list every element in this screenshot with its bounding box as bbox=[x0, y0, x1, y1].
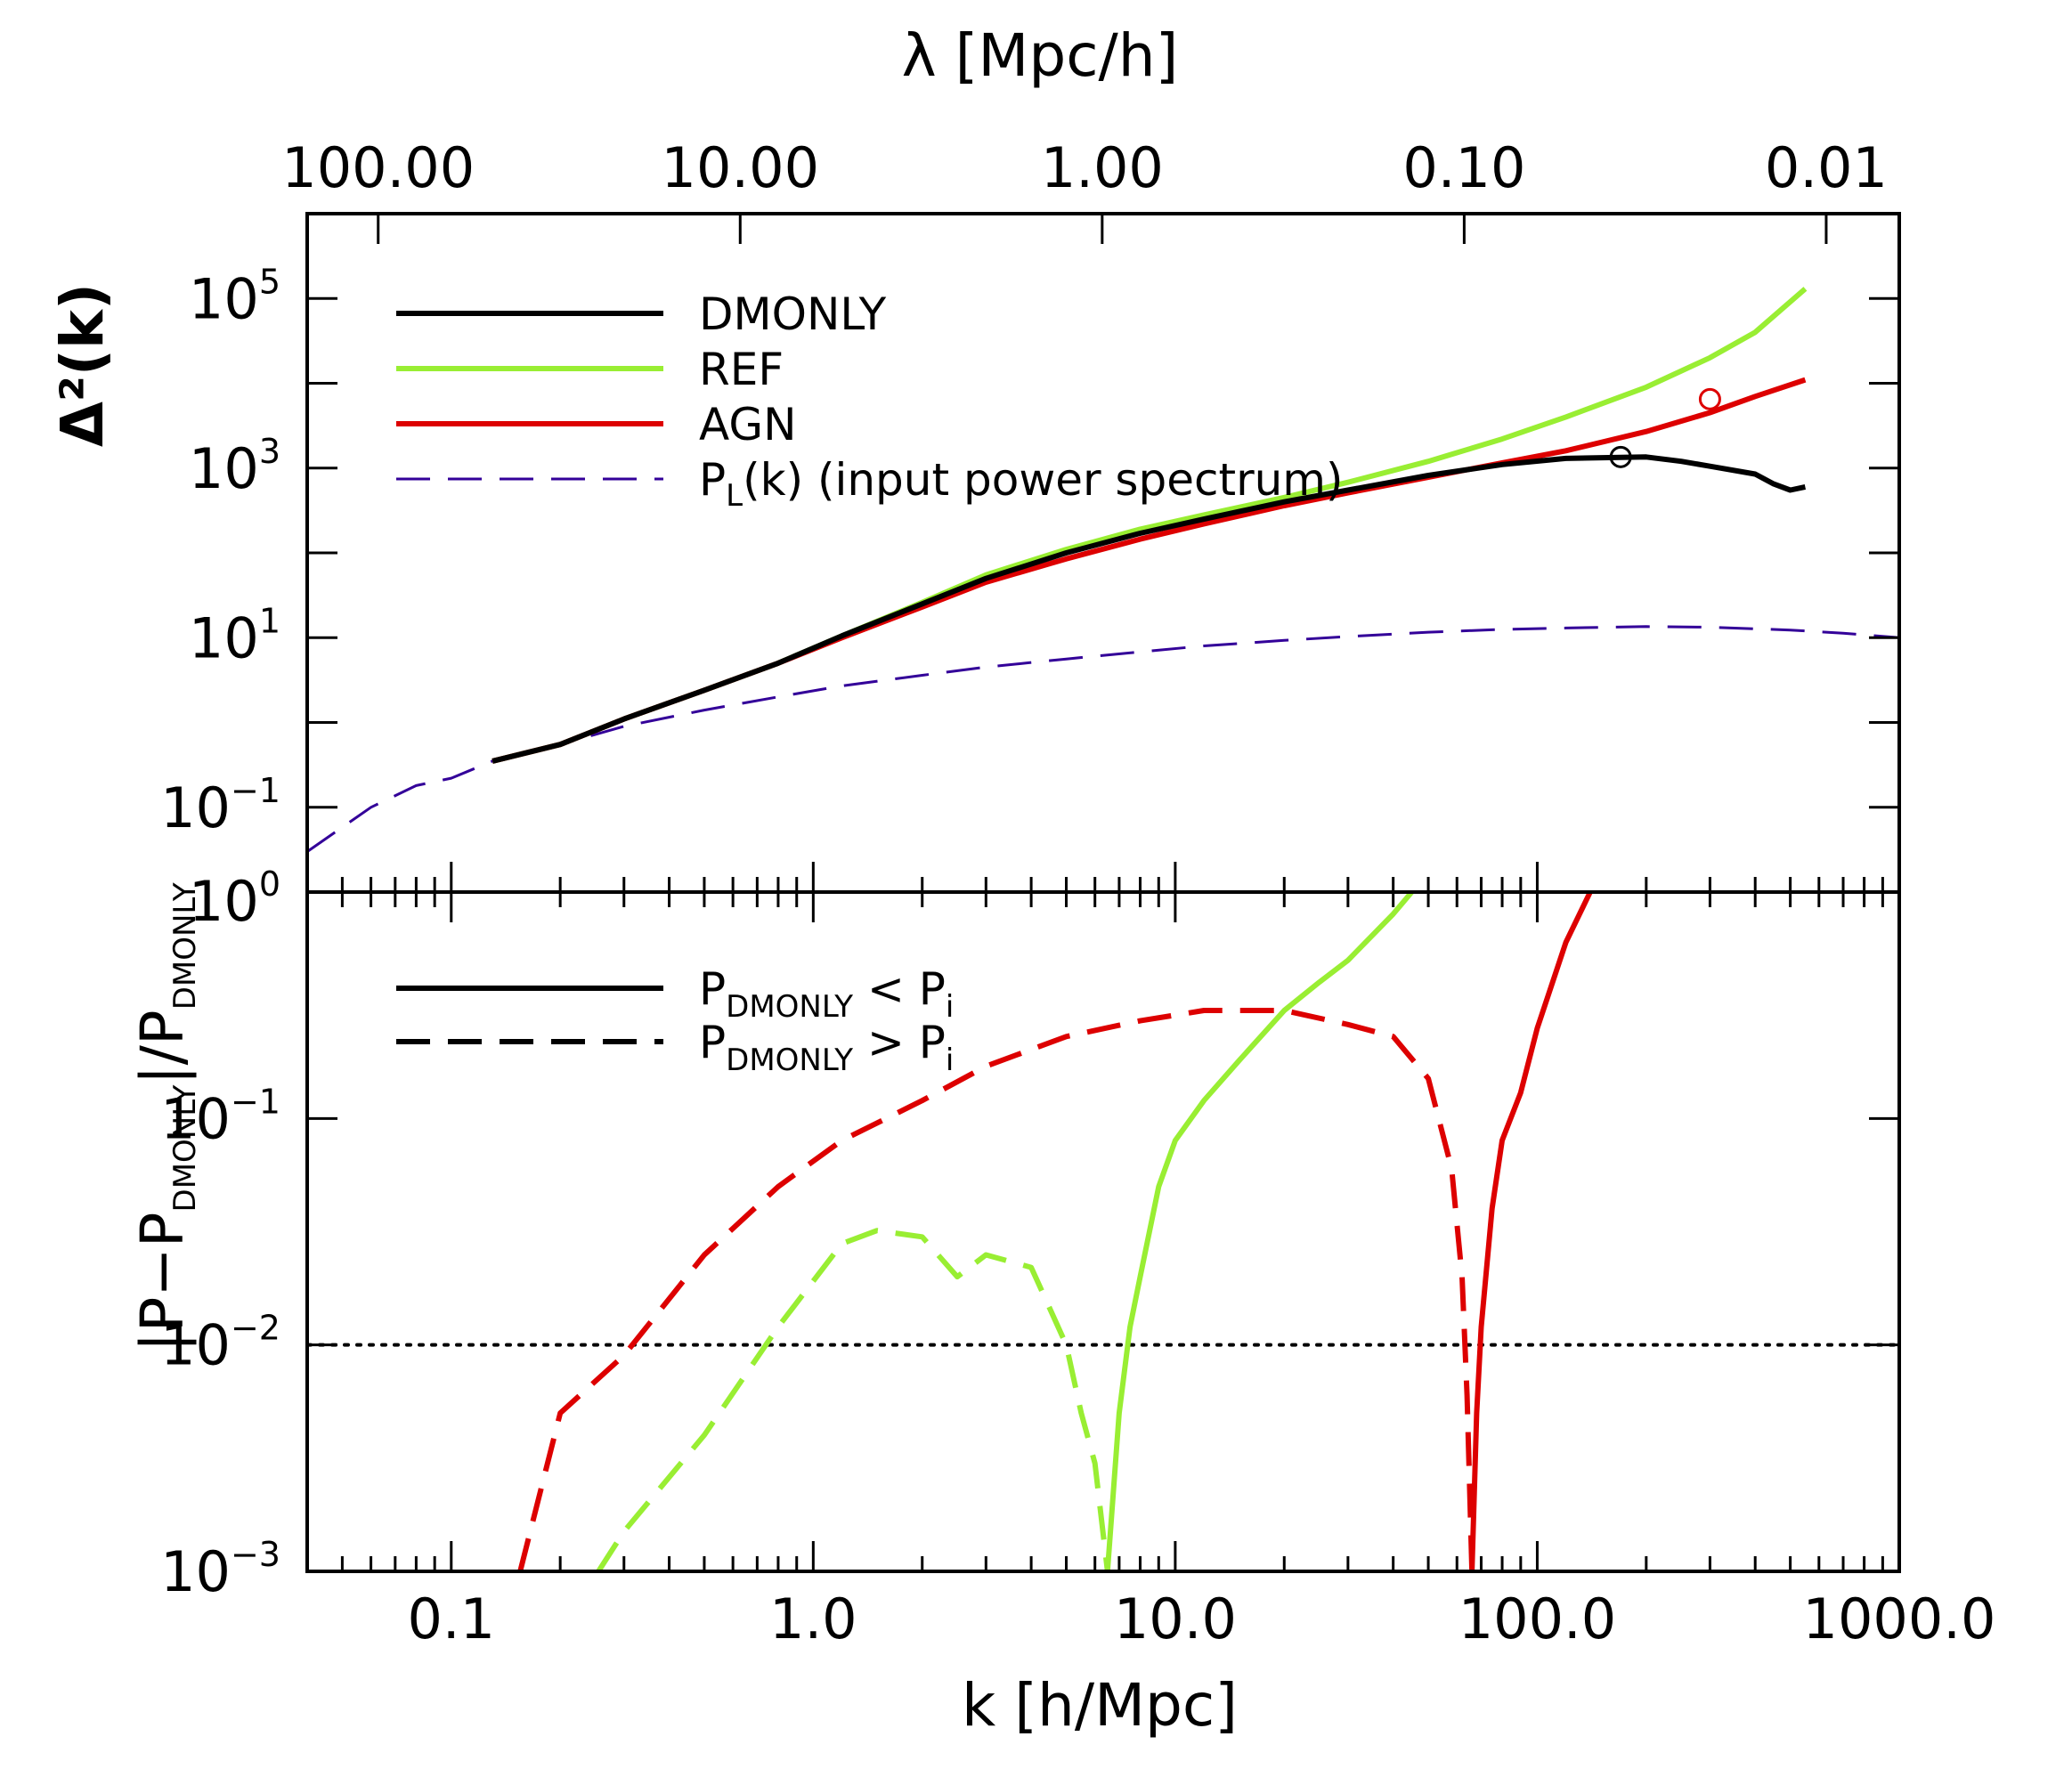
bottom-series-line-3 bbox=[1104, 890, 1414, 1572]
bottom-ytick-label-1: 10−2 bbox=[160, 1309, 280, 1378]
legend-p-sub: L bbox=[726, 478, 743, 514]
top-series-marker-2 bbox=[1698, 387, 1721, 410]
bottom-ytick-label-1-base: 10 bbox=[160, 1313, 231, 1378]
top-series-marker-0 bbox=[1609, 445, 1632, 468]
bottom-ytick-label-2-base: 10 bbox=[160, 1086, 231, 1151]
bottom-series-line-2 bbox=[596, 1228, 1110, 1573]
bottom-ytick-label-0: 10−3 bbox=[160, 1535, 280, 1604]
top-axis-tick-label-2: 1.00 bbox=[1041, 135, 1164, 200]
top-axis-tick-label-1: 10.00 bbox=[662, 135, 820, 200]
top-ytick-label-2-exp: 3 bbox=[259, 432, 280, 471]
legend-p-rest: (k) (input power spectrum) bbox=[743, 454, 1343, 506]
top-ytick-label-1: 101 bbox=[189, 601, 280, 670]
top-y-axis-title: Δ²(k) bbox=[48, 283, 117, 447]
top-ytick-label-3-base: 10 bbox=[189, 266, 259, 331]
top-ytick-label-2: 103 bbox=[189, 432, 280, 501]
bottom-ytick-label-3: 100 bbox=[189, 864, 280, 934]
bottom-xtick-label-1: 1.0 bbox=[769, 1586, 857, 1651]
ylabel-pre: |P−P bbox=[128, 1212, 197, 1351]
top-legend-label-2: AGN bbox=[699, 399, 796, 450]
bottom-series-line-0 bbox=[517, 1008, 1475, 1572]
bottom-panel-frame bbox=[305, 890, 1901, 1573]
top-ytick-label-1-base: 10 bbox=[189, 605, 259, 670]
bottom-legend-label-1: PDMONLY > Pi bbox=[699, 1017, 954, 1078]
bottom-y-axis-title-text: |P−PDMONLY|/PDMONLY bbox=[128, 882, 203, 1351]
bottom-ytick-label-3-base: 10 bbox=[189, 869, 259, 934]
top-ytick-label-3-exp: 5 bbox=[259, 262, 280, 301]
top-axis-title: λ [Mpc/h] bbox=[902, 21, 1179, 90]
top-legend-label-3: PL(k) (input power spectrum) bbox=[699, 454, 1344, 514]
top-axis-tick-label-4: 0.01 bbox=[1765, 135, 1888, 200]
ylabel-sub1: DMONLY bbox=[167, 1084, 203, 1212]
bottom-x-axis-title: k [h/Mpc] bbox=[962, 1671, 1238, 1740]
bottom-x-tick-labels: 0.1 1.0 10.0 100.0 1000.0 bbox=[407, 1586, 1995, 1651]
top-ytick-label-0: 10−1 bbox=[160, 771, 280, 840]
top-ytick-label-1-exp: 1 bbox=[259, 601, 280, 640]
bl-op: > P bbox=[853, 1017, 946, 1068]
top-ytick-label-3: 105 bbox=[189, 262, 280, 331]
bl-op: < P bbox=[853, 963, 946, 1015]
top-ytick-label-2-base: 10 bbox=[189, 436, 259, 501]
axes-frames bbox=[305, 212, 1901, 1573]
bl-pre: P bbox=[699, 1017, 726, 1068]
bottom-xtick-label-3: 100.0 bbox=[1459, 1586, 1617, 1651]
bottom-series-group bbox=[517, 890, 1593, 1573]
top-axis-tick-label-3: 0.10 bbox=[1402, 135, 1525, 200]
bl-post-sub: i bbox=[946, 1043, 954, 1078]
top-ytick-label-0-exp: −1 bbox=[231, 771, 280, 810]
bottom-y-axis-title: |P−PDMONLY|/PDMONLY bbox=[128, 882, 203, 1351]
top-ytick-label-0-base: 10 bbox=[160, 775, 231, 840]
top-series-line-1 bbox=[492, 287, 1808, 764]
bl-sub: DMONLY bbox=[726, 1043, 853, 1078]
bottom-ytick-label-0-exp: −3 bbox=[231, 1535, 280, 1574]
bottom-ytick-label-2-exp: −1 bbox=[231, 1082, 280, 1121]
top-y-axis-title-text: Δ²(k) bbox=[48, 283, 117, 447]
top-x-tick-labels: 100.00 10.00 1.00 0.10 0.01 bbox=[281, 135, 1888, 200]
top-series-line-2 bbox=[492, 377, 1807, 764]
top-series-line-3 bbox=[306, 625, 1900, 853]
bottom-xtick-label-4: 1000.0 bbox=[1803, 1586, 1996, 1651]
bottom-ytick-label-0-base: 10 bbox=[160, 1539, 231, 1604]
ylabel-sub2: DMONLY bbox=[167, 882, 203, 1010]
bottom-ytick-label-2: 10−1 bbox=[160, 1082, 280, 1151]
bl-pre: P bbox=[699, 963, 726, 1015]
bottom-ytick-label-1-exp: −2 bbox=[231, 1309, 280, 1348]
bottom-xtick-label-0: 0.1 bbox=[407, 1586, 495, 1651]
top-series-group bbox=[306, 287, 1900, 853]
bottom-ytick-label-3-exp: 0 bbox=[259, 864, 280, 904]
ylabel-mid: |/P bbox=[128, 1010, 197, 1084]
bl-sub: DMONLY bbox=[726, 989, 853, 1025]
legend-p: P bbox=[699, 454, 726, 506]
bottom-legend-label-0: PDMONLY < Pi bbox=[699, 963, 954, 1025]
bl-post-sub: i bbox=[946, 989, 954, 1025]
top-axis-tick-label-0: 100.00 bbox=[281, 135, 475, 200]
bottom-series-line-1 bbox=[1469, 890, 1593, 1572]
top-markers-group bbox=[1609, 387, 1721, 468]
top-legend-label-1: REF bbox=[699, 344, 784, 395]
bottom-xtick-label-2: 10.0 bbox=[1114, 1586, 1237, 1651]
top-series-line-0 bbox=[492, 454, 1807, 764]
top-legend-label-0: DMONLY bbox=[699, 288, 887, 340]
